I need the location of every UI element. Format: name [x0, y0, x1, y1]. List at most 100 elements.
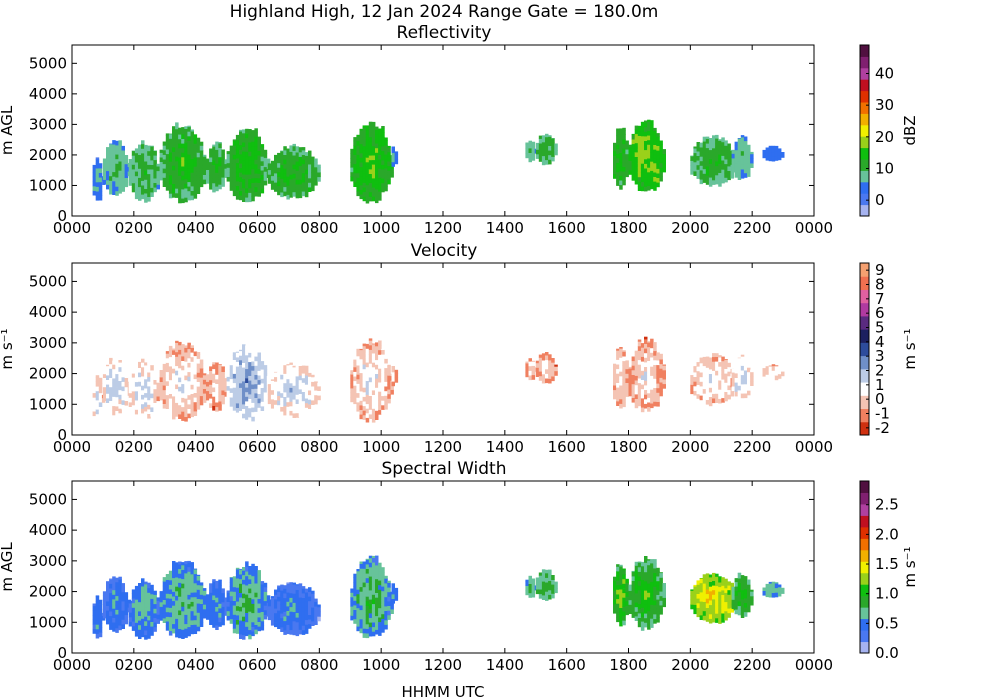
echo-pixel: [172, 192, 176, 198]
echo-pixel: [311, 611, 315, 617]
echo-pixel: [184, 160, 188, 166]
echo-pixel: [283, 405, 287, 411]
echo-pixel: [647, 181, 651, 186]
echo-pixel: [178, 568, 182, 574]
echo-pixel: [263, 175, 268, 181]
echo-pixel: [184, 619, 188, 625]
colorbar-tick-label: 0.0: [875, 644, 899, 662]
echo-pixel: [541, 160, 546, 166]
echo-pixel: [141, 194, 145, 200]
echo-pixel: [365, 412, 370, 418]
echo-pixel: [199, 359, 204, 364]
echo-pixel: [181, 615, 185, 621]
echo-pixel: [138, 376, 142, 382]
echo-pixel: [190, 412, 194, 418]
echo-pixel: [304, 370, 309, 376]
echo-pixel: [235, 592, 240, 597]
echo-pixel: [181, 397, 185, 403]
echo-pixel: [202, 170, 207, 175]
echo-pixel: [298, 583, 303, 589]
echo-pixel: [150, 621, 154, 627]
echo-pixel: [647, 564, 651, 570]
echo-pixel: [242, 602, 246, 608]
echo-pixel: [656, 163, 660, 169]
echo-pixel: [381, 173, 385, 179]
echo-pixel: [656, 159, 660, 165]
echo-pixel: [631, 157, 636, 163]
echo-pixel: [286, 388, 290, 393]
echo-pixel: [128, 180, 133, 186]
echo-pixel: [147, 592, 151, 598]
echo-pixel: [359, 409, 363, 415]
echo-pixel: [95, 159, 100, 164]
echo-pixel: [371, 571, 376, 577]
echo-pixel: [124, 373, 129, 378]
echo-pixel: [384, 404, 388, 410]
echo-pixel: [734, 163, 739, 169]
echo-pixel: [718, 384, 722, 390]
echo-pixel: [165, 616, 170, 622]
echo-pixel: [391, 366, 395, 368]
echo-pixel: [118, 583, 122, 589]
echo-pixel: [301, 377, 306, 383]
echo-pixel: [162, 371, 167, 377]
echo-pixel: [251, 411, 255, 417]
echo-pixel: [616, 359, 620, 365]
echo-pixel: [193, 587, 198, 593]
echo-pixel: [375, 415, 379, 420]
echo-pixel: [226, 381, 231, 387]
echo-pixel: [245, 183, 249, 189]
echo-pixel: [308, 404, 312, 409]
echo-pixel: [353, 376, 357, 382]
echo-pixel: [375, 620, 379, 626]
echo-pixel: [257, 575, 261, 581]
echo-pixel: [144, 584, 148, 589]
echo-pixel: [257, 570, 261, 576]
echo-pixel: [178, 138, 182, 144]
echo-pixel: [656, 360, 660, 366]
echo-pixel: [699, 156, 704, 162]
echo-pixel: [375, 134, 379, 139]
echo-pixel: [206, 174, 210, 180]
echo-pixel: [359, 143, 363, 149]
echo-pixel: [619, 152, 623, 158]
echo-pixel: [613, 164, 617, 170]
echo-pixel: [715, 361, 719, 367]
echo-pixel: [721, 603, 725, 609]
echo-pixel: [254, 569, 258, 575]
echo-pixel: [257, 136, 261, 138]
echo-pixel: [708, 382, 713, 388]
echo-pixel: [525, 153, 529, 159]
echo-pixel: [702, 606, 707, 612]
echo-pixel: [134, 162, 139, 167]
echo-pixel: [390, 604, 394, 610]
echo-pixel: [212, 373, 216, 379]
echo-pixel: [747, 376, 751, 382]
echo-pixel: [141, 153, 145, 158]
echo-pixel: [98, 181, 103, 187]
echo-pixel: [378, 340, 382, 342]
echo-pixel: [659, 171, 663, 177]
echo-pixel: [613, 142, 617, 147]
echo-pixel: [724, 606, 728, 612]
echo-pixel: [311, 381, 315, 387]
echo-pixel: [289, 405, 293, 411]
echo-pixel: [144, 193, 148, 199]
echo-pixel: [378, 172, 382, 178]
echo-pixel: [298, 174, 303, 180]
echo-pixel: [141, 604, 145, 610]
echo-pixel: [653, 378, 657, 384]
echo-pixel: [387, 601, 391, 606]
echo-pixel: [280, 388, 284, 394]
echo-pixel: [196, 603, 201, 609]
echo-pixel: [777, 369, 782, 375]
echo-pixel: [248, 412, 252, 418]
echo-pixel: [362, 563, 367, 569]
echo-pixel: [242, 630, 246, 636]
echo-pixel: [541, 146, 546, 152]
echo-pixel: [699, 592, 704, 597]
echo-pixel: [644, 343, 648, 349]
echo-pixel: [747, 158, 751, 164]
echo-pixel: [365, 184, 370, 190]
echo-pixel: [708, 145, 713, 151]
